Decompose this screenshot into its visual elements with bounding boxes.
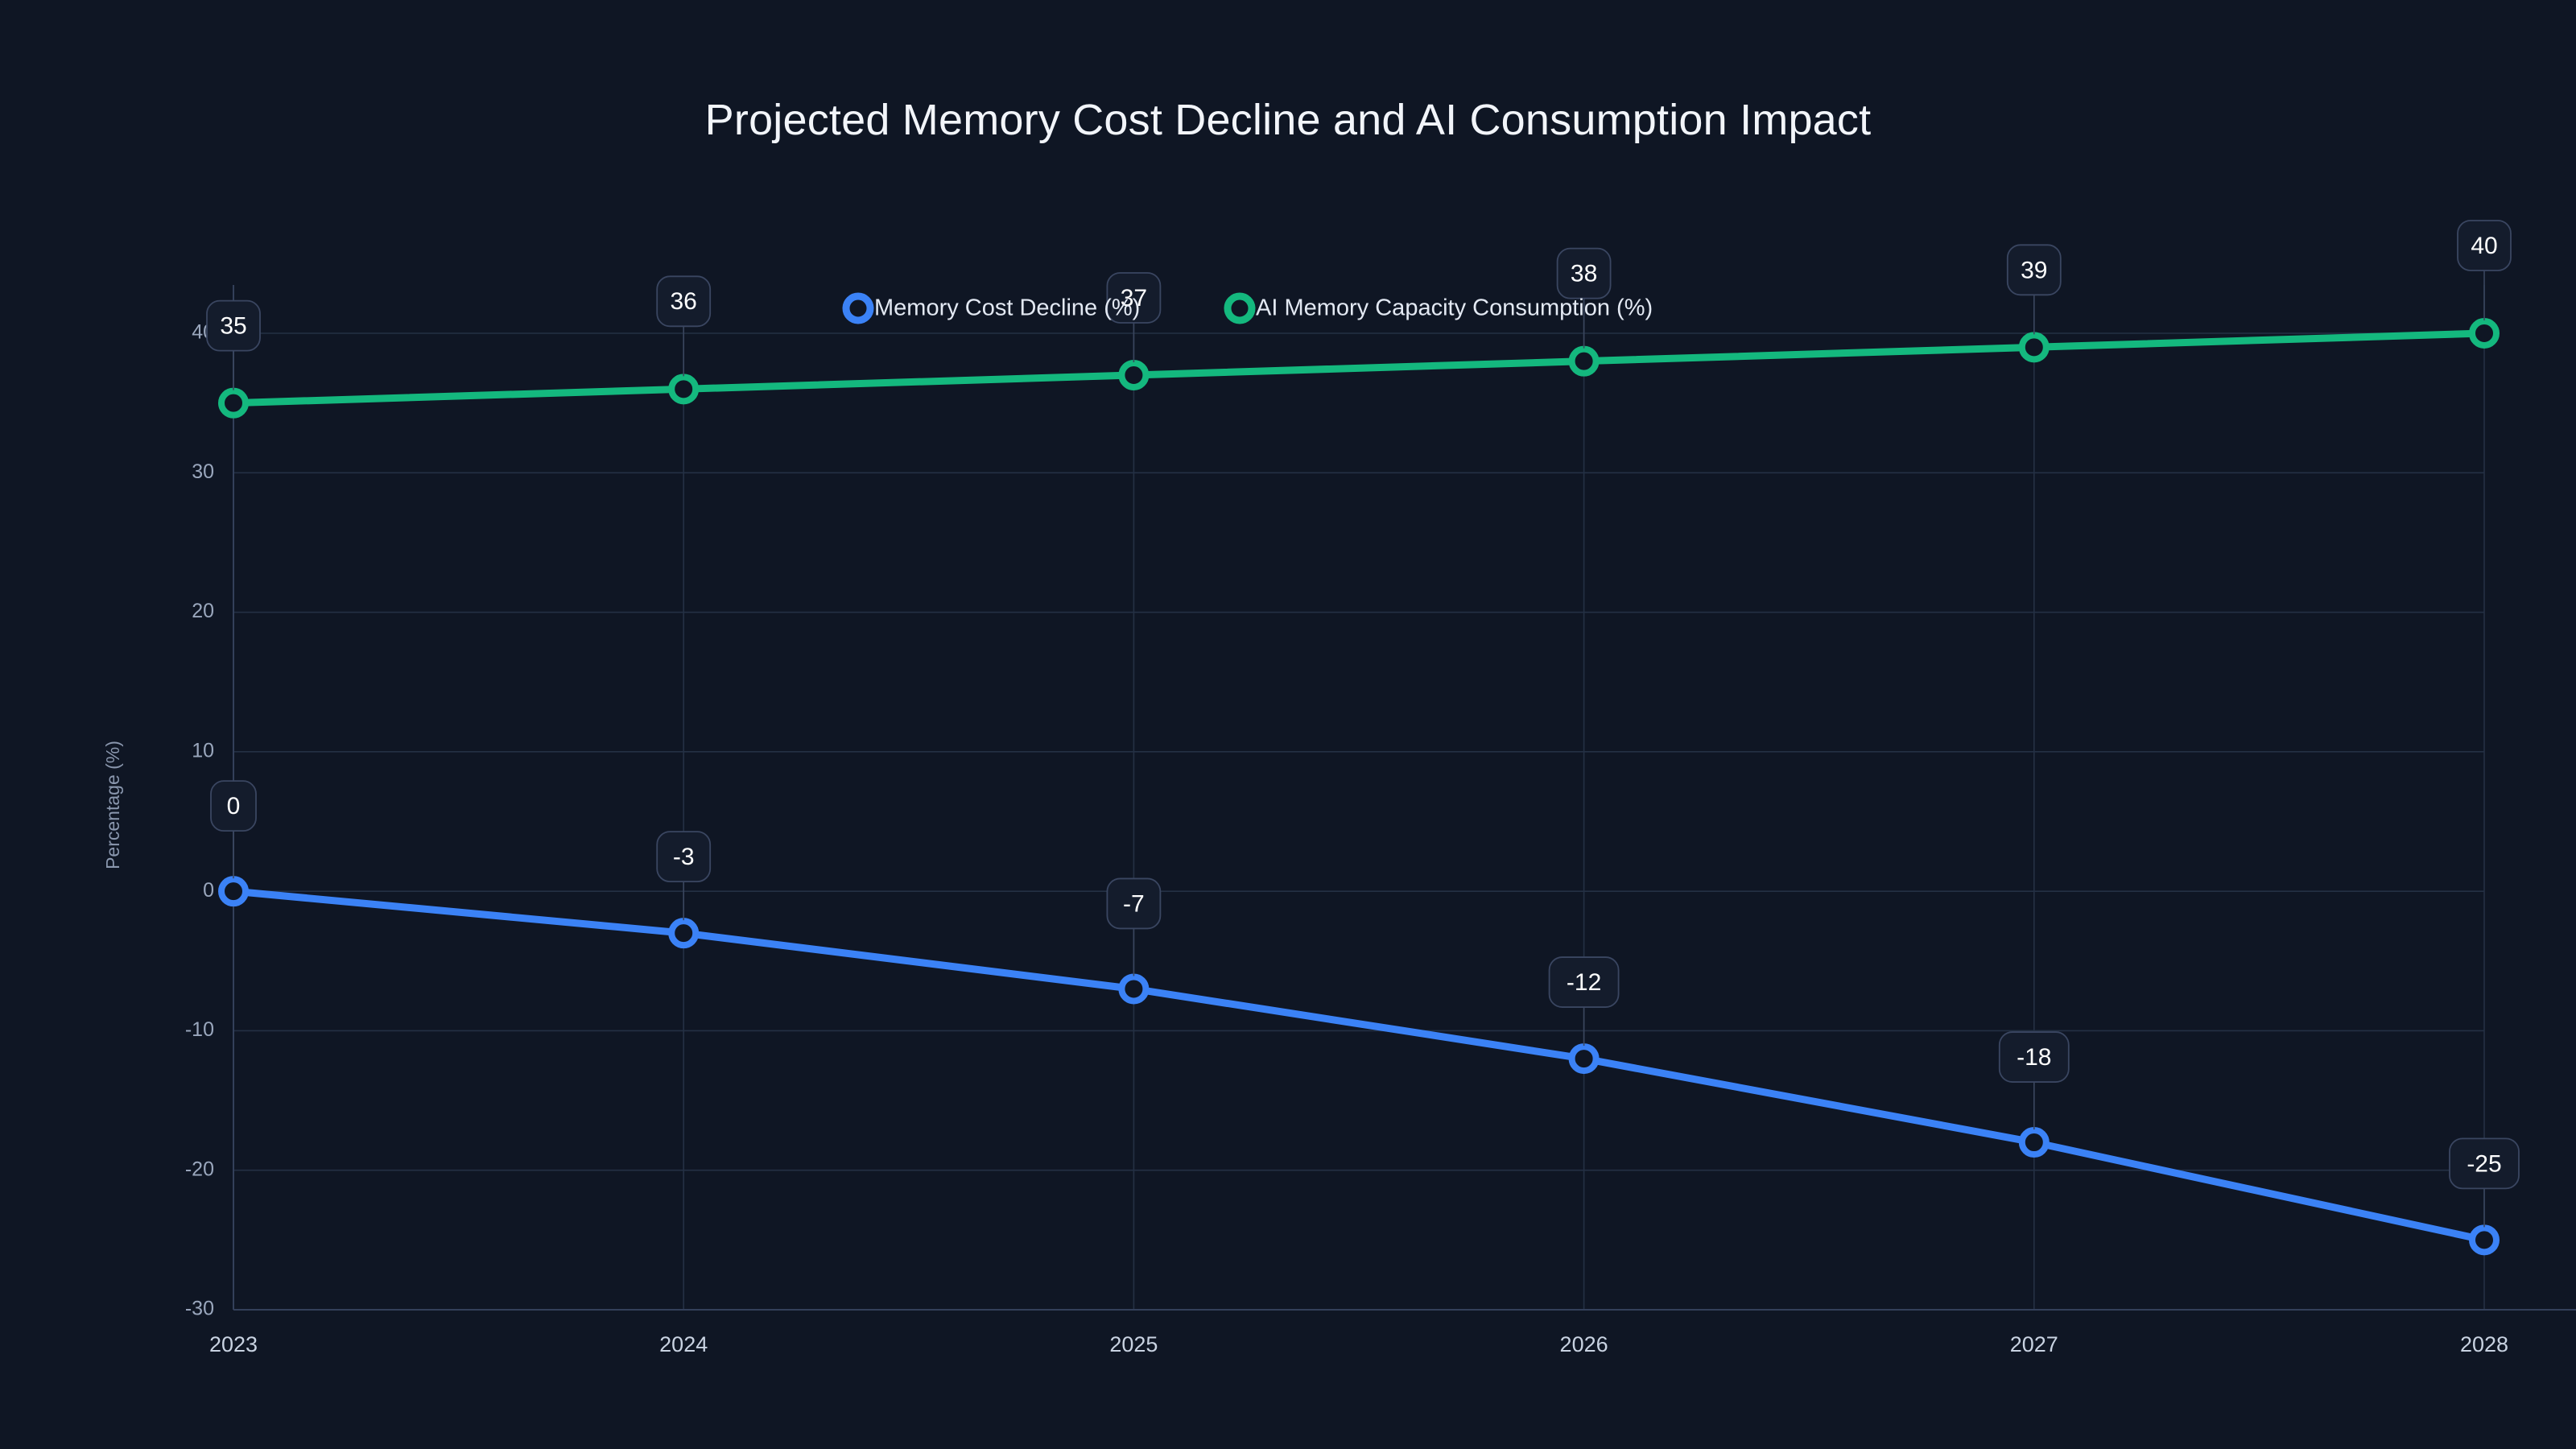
- data-point-marker[interactable]: [1118, 359, 1150, 390]
- chart-legend[interactable]: Memory Cost Decline (%) AI Memory Capacit…: [842, 292, 1653, 324]
- x-axis-tick-label: 2025: [1109, 1332, 1158, 1356]
- series-line-1: [229, 887, 2488, 1244]
- legend-marker-ring-icon[interactable]: [1224, 292, 1256, 324]
- data-label-box: [1548, 956, 1620, 1008]
- data-label-text: 40: [2471, 233, 2497, 259]
- y-axis-title-group: Percentage (%): [102, 741, 123, 869]
- y-axis-tick-label: -10: [185, 1018, 214, 1041]
- data-label-text: -12: [1567, 969, 1601, 996]
- data-point-marker[interactable]: [218, 387, 249, 419]
- data-label-text: 0: [227, 793, 241, 819]
- data-label-text: 35: [220, 313, 246, 340]
- data-label-box: [2449, 1137, 2520, 1190]
- data-label-text: -18: [2017, 1044, 2051, 1071]
- data-label-text: -7: [1123, 890, 1145, 917]
- y-axis-title: Percentage (%): [102, 741, 123, 869]
- data-point-marker[interactable]: [1568, 1043, 1600, 1075]
- data-point-marker[interactable]: [1568, 345, 1600, 377]
- data-label-box: [2006, 244, 2062, 296]
- y-axis-tick-label: 0: [203, 879, 214, 902]
- data-point-marker[interactable]: [668, 918, 700, 949]
- data-label-box: [656, 831, 712, 883]
- y-axis-tick-label: -30: [185, 1298, 214, 1320]
- x-axis-tick-label: 2028: [2460, 1332, 2508, 1356]
- data-labels-group: 0 -3 -7 -12 -18 -25 35 36 37 38 39 40: [206, 220, 2520, 1228]
- legend-label[interactable]: Memory Cost Decline (%): [874, 295, 1140, 321]
- x-axis-tick-label: 2024: [659, 1332, 708, 1356]
- series-line-2: [229, 329, 2488, 407]
- data-label-text: 38: [1571, 261, 1597, 287]
- data-label-box: [1106, 877, 1162, 930]
- data-label-box: [210, 780, 257, 832]
- x-axis-tick-label: 2023: [209, 1332, 258, 1356]
- series-group: [229, 329, 2488, 1244]
- data-point-marker[interactable]: [2018, 1127, 2050, 1158]
- x-axis-tick-label: 2026: [1560, 1332, 1608, 1356]
- data-label-box: [2457, 220, 2512, 271]
- data-label-box: [1106, 272, 1162, 324]
- data-label-box: [1998, 1031, 2070, 1083]
- data-point-marker[interactable]: [218, 876, 249, 907]
- data-label-box: [206, 299, 261, 352]
- y-axis-tick-label: 20: [192, 600, 214, 622]
- data-point-marker[interactable]: [1118, 973, 1150, 1005]
- y-axis-tick-label: 30: [192, 460, 214, 483]
- y-axis-tick-label: -20: [185, 1158, 214, 1180]
- data-label-text: 37: [1121, 285, 1147, 312]
- data-label-text: -25: [2467, 1150, 2501, 1177]
- data-point-markers-group: [218, 318, 2500, 1256]
- data-point-marker[interactable]: [2469, 1224, 2500, 1256]
- data-label-text: 39: [2021, 257, 2047, 283]
- chart-title: Projected Memory Cost Decline and AI Con…: [704, 96, 1872, 144]
- data-point-marker[interactable]: [2469, 318, 2500, 349]
- data-point-marker[interactable]: [668, 374, 700, 405]
- legend-marker-ring-icon[interactable]: [842, 292, 874, 324]
- y-axis-tick-label: 10: [192, 739, 214, 762]
- data-point-marker[interactable]: [2018, 332, 2050, 363]
- x-axis-tick-labels: 2023 2024 2025 2026 2027 2028: [209, 1332, 2508, 1356]
- x-axis-tick-label: 2027: [2010, 1332, 2058, 1356]
- data-label-text: 36: [671, 288, 697, 315]
- axis-spines-group: [233, 285, 2576, 1311]
- data-label-box: [656, 275, 712, 328]
- gridlines-group: [233, 285, 2485, 1311]
- legend-label[interactable]: AI Memory Capacity Consumption (%): [1256, 295, 1653, 321]
- data-label-text: -3: [673, 844, 695, 870]
- data-label-box: [1556, 247, 1612, 299]
